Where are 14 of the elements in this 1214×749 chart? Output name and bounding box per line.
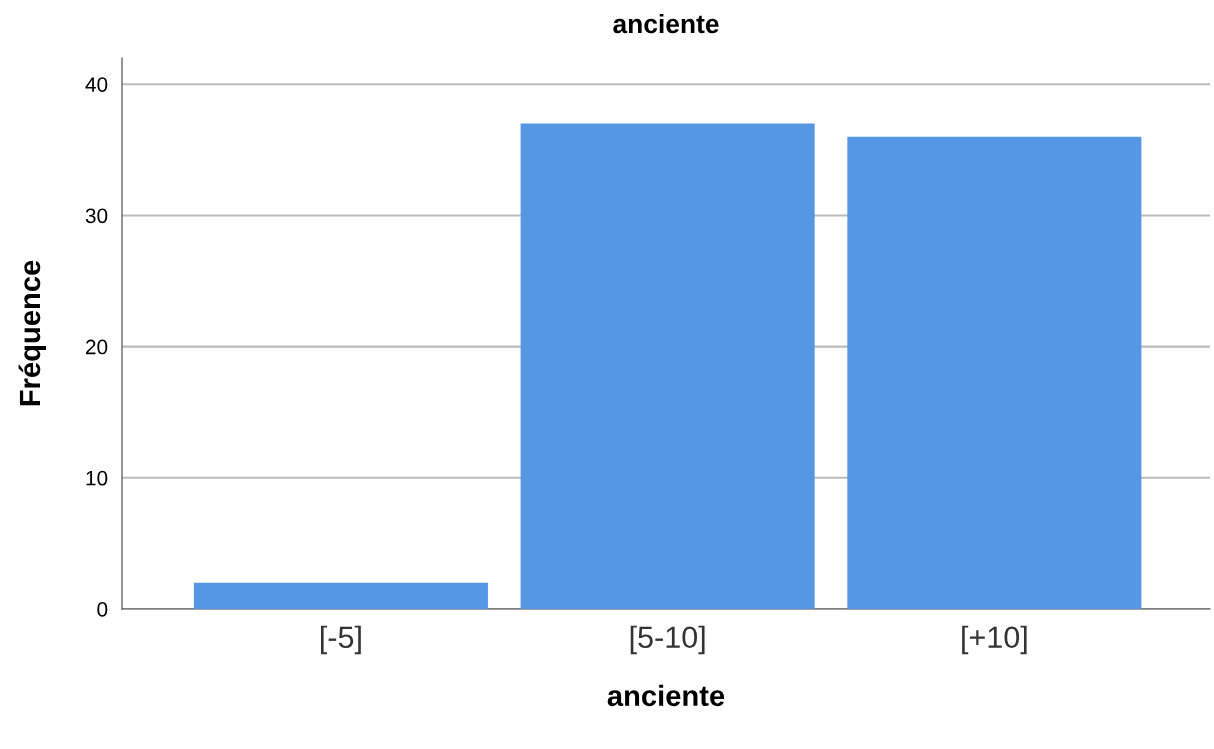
y-axis-title: Fréquence [18,260,47,406]
y-tick-label: 30 [85,208,108,224]
x-tick-label: [-5] [321,625,361,655]
y-tick-label: 10 [86,470,108,486]
y-tick-label: 40 [85,77,108,92]
x-tick-label: [+10] [962,625,1027,655]
chart-title: anciente [613,13,719,34]
y-tick-label: 20 [85,339,108,355]
y-tick-label: 0 [97,602,108,617]
x-axis-title: anciente [607,684,725,707]
bar [520,123,815,609]
bar [847,136,1142,609]
bar [193,582,488,609]
x-tick-label: [5-10] [630,625,705,655]
